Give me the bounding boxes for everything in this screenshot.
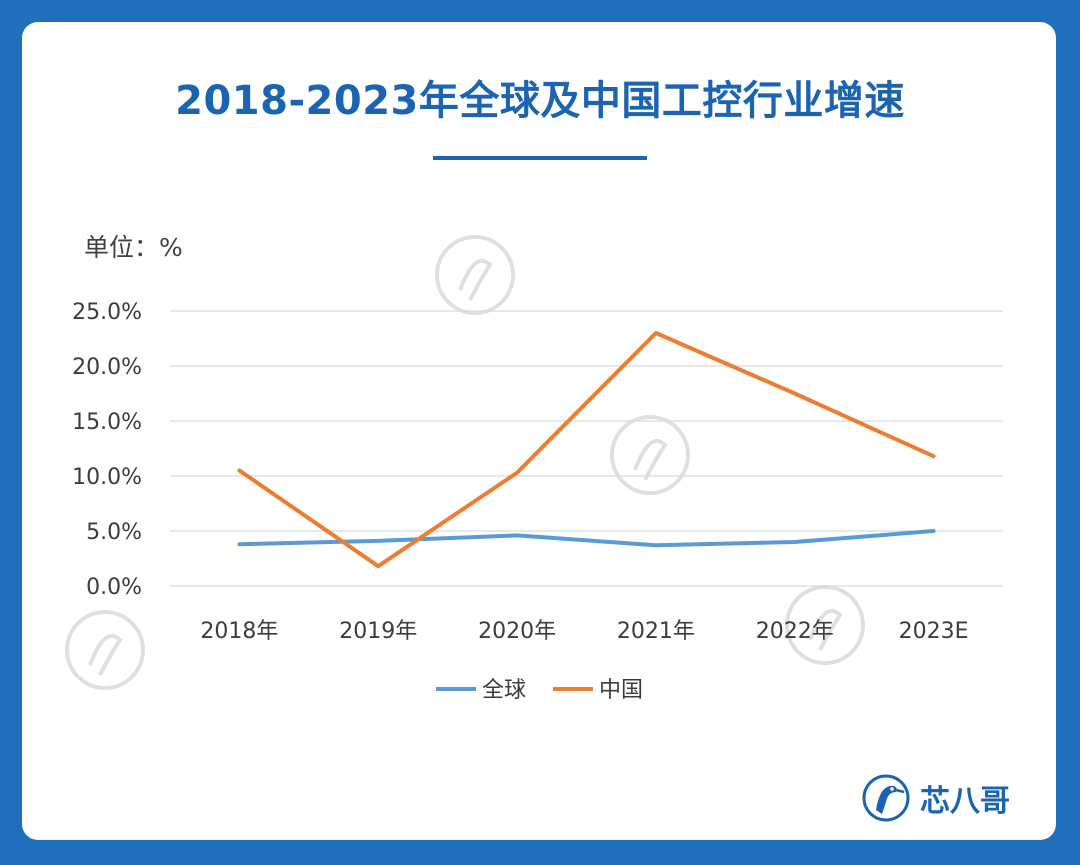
brand-logo: 芯八哥: [858, 770, 1010, 826]
chart-title: 2018-2023年全球及中国工控行业增速: [175, 78, 905, 124]
y-tick-label: 10.0%: [72, 465, 142, 490]
x-tick-label: 2019年: [339, 619, 417, 644]
x-tick-label: 2022年: [756, 619, 834, 644]
y-tick-label: 15.0%: [72, 410, 142, 435]
y-axis-ticks: 0.0% 5.0% 10.0% 15.0% 20.0% 25.0%: [72, 300, 142, 600]
y-tick-label: 25.0%: [72, 300, 142, 325]
series-lines: [237, 331, 936, 569]
brand-name: 芯八哥: [920, 784, 1010, 819]
x-tick-label: 2023E: [899, 619, 969, 644]
title-underline: [433, 156, 647, 160]
series-line: [237, 529, 936, 548]
brand-bird-icon: [862, 774, 910, 822]
x-tick-label: 2021年: [617, 619, 695, 644]
unit-label: 单位：%: [84, 233, 183, 262]
y-tick-label: 20.0%: [72, 355, 142, 380]
x-axis-ticks: 2018年 2019年 2020年 2021年 2022年 2023E: [200, 619, 968, 644]
grid-lines: [170, 310, 1003, 587]
series-line: [237, 331, 936, 569]
x-tick-label: 2018年: [200, 619, 278, 644]
y-tick-label: 0.0%: [86, 575, 142, 600]
legend: 全球 中国: [436, 678, 643, 703]
y-tick-label: 5.0%: [86, 520, 142, 545]
legend-label: 中国: [599, 678, 643, 703]
x-tick-label: 2020年: [478, 619, 556, 644]
legend-label: 全球: [482, 678, 526, 703]
